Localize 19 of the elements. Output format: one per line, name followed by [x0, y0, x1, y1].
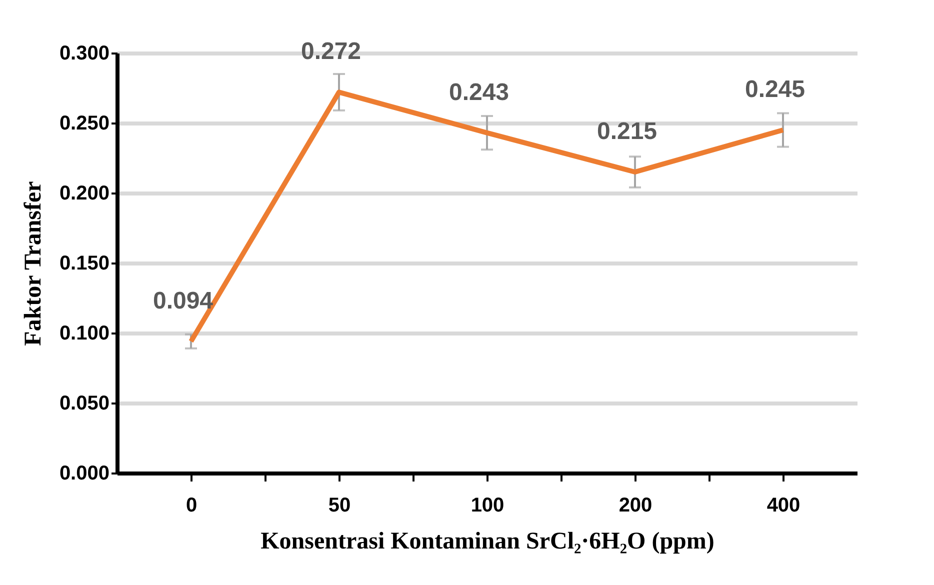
data-label: 0.272 [300, 38, 362, 66]
x-axis-title: Konsentrasi Kontaminan SrCl₂·6H₂O (ppm) [260, 528, 714, 554]
y-tick-label: 0.150 [59, 252, 110, 274]
data-label: 0.215 [596, 118, 658, 145]
y-tick-label: 0.050 [59, 392, 110, 414]
x-tick-label: 400 [766, 494, 800, 516]
y-axis-title: Faktor Transfer [20, 180, 46, 346]
y-tick-label: 0.250 [59, 112, 110, 134]
y-tick-label: 0.000 [59, 462, 110, 484]
data-label: 0.245 [744, 76, 806, 103]
x-tick-label: 200 [618, 494, 652, 516]
y-tick-label: 0.100 [59, 322, 110, 344]
x-tick-label: 100 [470, 494, 504, 516]
y-tick-label: 0.300 [59, 42, 110, 64]
y-tick-label: 0.200 [59, 182, 110, 204]
x-tick-label: 0 [186, 494, 198, 516]
data-label: 0.243 [448, 78, 510, 106]
data-label: 0.094 [152, 287, 214, 314]
x-tick-label: 50 [328, 494, 351, 516]
